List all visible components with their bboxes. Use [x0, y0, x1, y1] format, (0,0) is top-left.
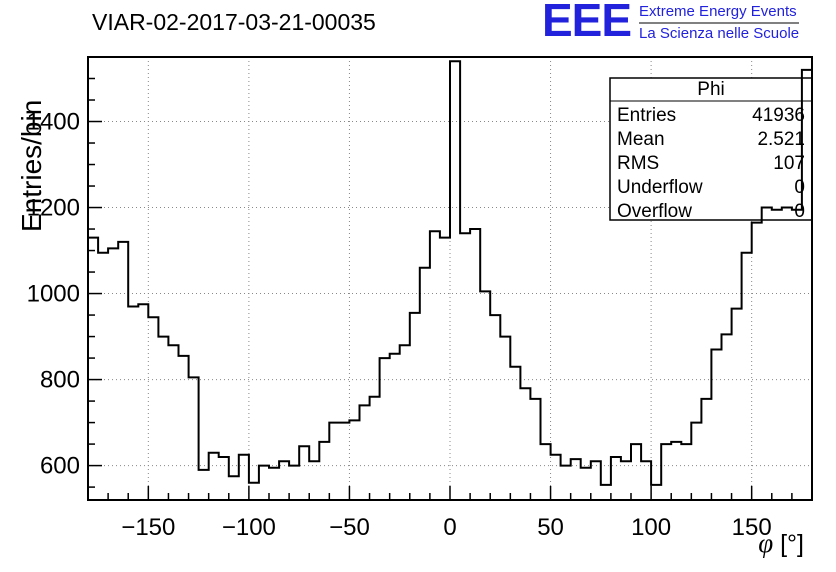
histogram-path [88, 60, 812, 486]
y-axis-title: Entries/bin [16, 99, 47, 232]
y-tick-label: 600 [40, 453, 80, 480]
stats-label: Mean [617, 129, 665, 150]
y-tick-label: 1200 [27, 195, 80, 222]
stats-value: 2.521 [757, 129, 805, 150]
phi-symbol: φ [758, 528, 774, 558]
eee-logo-text: Extreme Energy Events La Scienza nelle S… [639, 2, 800, 43]
x-axis-unit: [°] [773, 530, 804, 558]
y-tick-label: 1400 [27, 109, 80, 136]
plot-title: VIAR-02-2017-03-21-00035 [92, 9, 376, 35]
x-tick-label: 150 [732, 514, 772, 541]
axis-tick-labels: −150 −100 −50 0 50 100 150 600 800 1000 1200 1400 [27, 109, 772, 541]
stats-label: Overflow [617, 201, 692, 222]
stats-value: 41936 [752, 105, 805, 126]
eee-logo-letters: EEE [542, 0, 632, 46]
stats-label: Underflow [617, 177, 703, 198]
histogram-line [88, 60, 812, 486]
y-tick-label: 1000 [27, 281, 80, 308]
x-tick-label: 0 [443, 514, 456, 541]
x-tick-label: −100 [222, 514, 276, 541]
stats-value: 0 [794, 177, 805, 198]
eee-logo-line2: La Scienza nelle Scuole [639, 25, 800, 42]
y-tick-label: 800 [40, 367, 80, 394]
eee-logo-divider [639, 22, 800, 24]
eee-logo: EEE Extreme Energy Events La Scienza nel… [542, 0, 800, 46]
stats-title: Phi [697, 79, 724, 100]
stats-value: 0 [794, 201, 805, 222]
eee-logo-line1: Extreme Energy Events [639, 3, 797, 20]
axis-ticks [88, 77, 793, 500]
stats-box: Phi Entries 41936 Mean 2.521 RMS 107 Underflow 0… [609, 77, 813, 222]
x-axis-title: φ [°] [758, 528, 804, 559]
x-tick-label: −50 [329, 514, 370, 541]
x-tick-label: 50 [537, 514, 564, 541]
stats-value: 107 [773, 153, 805, 174]
x-tick-label: −150 [121, 514, 175, 541]
x-tick-label: 100 [631, 514, 671, 541]
stats-label: RMS [617, 153, 659, 174]
stats-label: Entries [617, 105, 676, 126]
